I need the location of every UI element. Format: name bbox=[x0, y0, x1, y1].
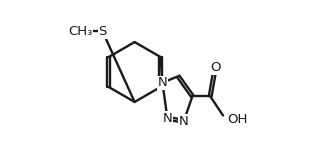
Text: S: S bbox=[98, 25, 107, 38]
Text: O: O bbox=[210, 61, 221, 74]
Text: N: N bbox=[179, 115, 189, 128]
Text: OH: OH bbox=[227, 113, 248, 126]
Text: N: N bbox=[157, 76, 167, 89]
Text: CH₃: CH₃ bbox=[68, 25, 92, 38]
Text: N: N bbox=[163, 112, 172, 125]
